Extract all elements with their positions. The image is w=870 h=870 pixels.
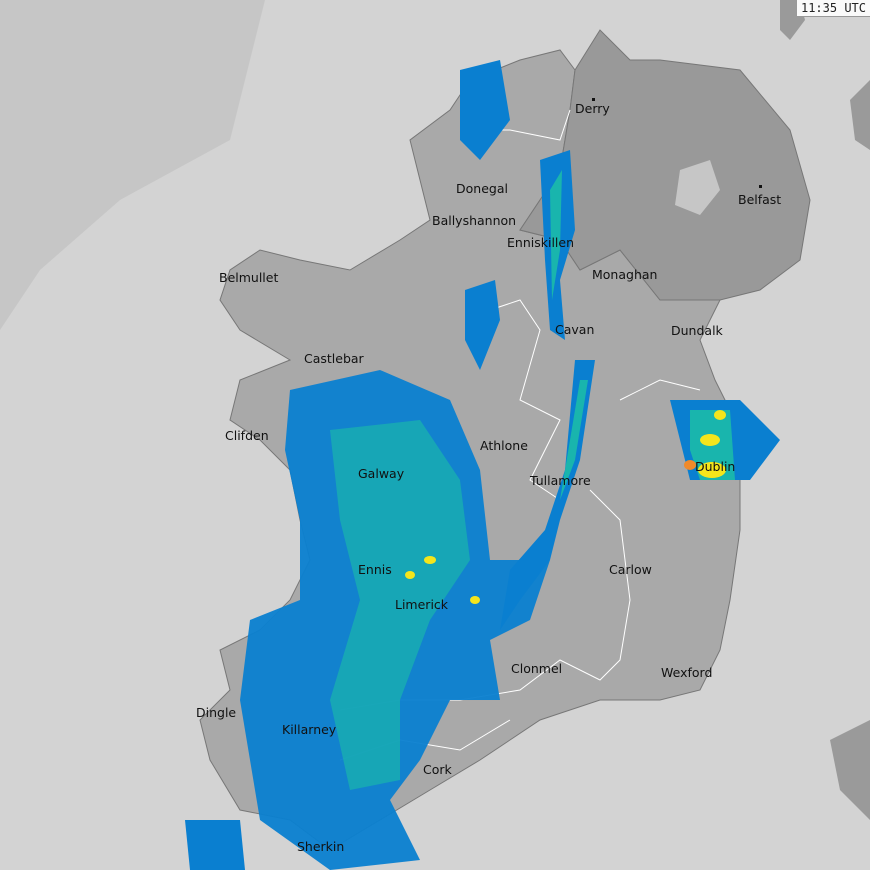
city-label-tullamore: Tullamore	[530, 473, 591, 488]
city-label-ballyshannon: Ballyshannon	[432, 213, 517, 228]
city-label-belmullet: Belmullet	[219, 270, 279, 285]
city-label-wexford: Wexford	[661, 665, 713, 680]
city-label-clifden: Clifden	[225, 428, 269, 443]
city-label-limerick: Limerick	[395, 597, 449, 612]
city-marker	[759, 185, 762, 188]
city-label-dingle: Dingle	[196, 705, 237, 720]
city-label-donegal: Donegal	[456, 181, 508, 196]
city-label-athlone: Athlone	[480, 438, 528, 453]
city-label-dundalk: Dundalk	[671, 323, 723, 338]
city-label-dublin: Dublin	[695, 459, 736, 474]
city-label-cavan: Cavan	[555, 322, 595, 337]
city-label-sherkin: Sherkin	[297, 839, 345, 854]
lough-neagh	[675, 160, 720, 215]
city-label-castlebar: Castlebar	[304, 351, 364, 366]
britain-coast	[780, 0, 870, 820]
out-of-range-area	[0, 0, 265, 330]
radar-precipitation	[185, 60, 780, 870]
city-label-ennis: Ennis	[358, 562, 392, 577]
city-label-derry: Derry	[575, 101, 610, 116]
city-marker	[592, 98, 595, 101]
city-label-galway: Galway	[358, 466, 405, 481]
timestamp: 11:35 UTC	[795, 0, 870, 17]
city-label-monaghan: Monaghan	[592, 267, 658, 282]
northern-ireland-land	[519, 29, 811, 301]
city-label-enniskillen: Enniskillen	[507, 235, 574, 250]
city-label-belfast: Belfast	[738, 192, 782, 207]
city-label-clonmel: Clonmel	[511, 661, 563, 676]
city-label-carlow: Carlow	[609, 562, 652, 577]
city-label-killarney: Killarney	[282, 722, 337, 737]
city-label-cork: Cork	[423, 762, 452, 777]
